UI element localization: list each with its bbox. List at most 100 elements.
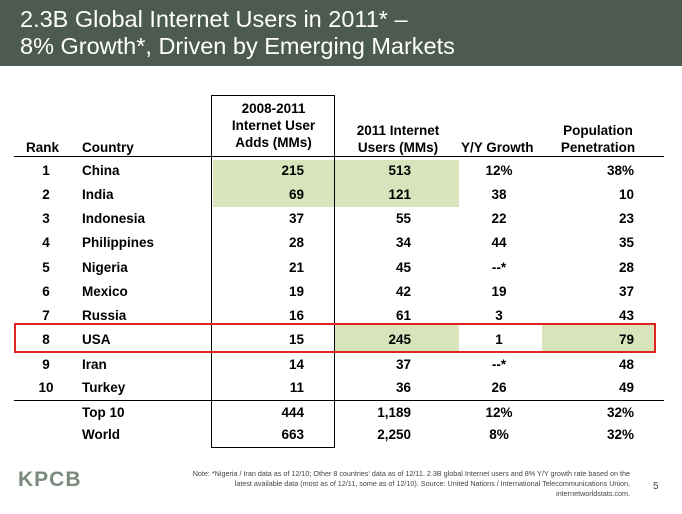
cell-adds: 28 [288,235,304,250]
cell-yoy: 12% [485,163,513,178]
header-users-line-2: Users (MMs) [357,140,439,155]
cell-penetration: 49 [618,380,634,395]
table-row: 8 USA 15 245 1 79 [0,332,682,350]
cell-rank: 9 [42,357,50,372]
adds-column-frame [211,95,335,448]
cell-penetration: 32% [606,405,634,420]
kpcb-logo: KPCB [18,468,82,491]
cell-users: 36 [395,380,411,395]
cell-rank: 7 [42,308,50,323]
usa-row-highlight-frame [14,323,656,353]
header-penetration-line-2: Penetration [560,140,636,155]
header-rank: Rank [26,140,60,155]
cell-users: 61 [395,308,411,323]
cell-users: 1,189 [377,405,411,420]
cell-adds: 215 [281,163,304,178]
cell-adds: 19 [288,284,304,299]
page-number: 5 [653,481,659,492]
cell-adds: 11 [289,380,304,395]
cell-users: 37 [395,357,411,372]
cell-yoy: 22 [491,211,507,226]
cell-yoy: --* [491,260,507,275]
highlight-china-india-adds [213,160,334,207]
cell-yoy: 1 [495,332,503,347]
slide-title-line-1: 2.3B Global Internet Users in 2011* – [20,6,408,32]
cell-users: 2,250 [377,427,411,442]
cell-yoy: 3 [495,308,503,323]
cell-yoy: 38 [491,187,507,202]
cell-country: USA [82,332,111,347]
table-row: 10 Turkey 11 36 26 49 [0,380,682,398]
cell-users: 121 [388,187,411,202]
table-row: 2 India 69 121 38 10 [0,187,682,205]
cell-users: 55 [395,211,411,226]
cell-country: Philippines [82,235,155,250]
cell-yoy: 8% [489,427,509,442]
cell-users: 513 [388,163,411,178]
header-divider [14,156,664,157]
table-row: 6 Mexico 19 42 19 37 [0,284,682,302]
header-yoy: Y/Y Growth [461,140,534,155]
header-adds-line-2: Internet User [231,118,316,133]
cell-adds: 14 [288,357,304,372]
cell-penetration: 79 [618,332,634,347]
cell-yoy: 19 [491,284,507,299]
cell-adds: 16 [288,308,304,323]
totals-row: Top 10 444 1,189 12% 32% [0,405,682,423]
cell-country: Russia [82,308,127,323]
table-row: 7 Russia 16 61 3 43 [0,308,682,326]
source-note: Note: *Nigeria / Iran data as of 12/10; … [110,469,630,499]
cell-yoy: 44 [491,235,507,250]
cell-yoy: 12% [485,405,513,420]
cell-penetration: 32% [606,427,634,442]
source-note-line-3: internetworldstats.com. [556,489,630,498]
cell-rank: 1 [42,163,50,178]
highlight-usa-users [335,325,459,351]
header-users: 2011 Internet Users (MMs) [340,122,456,156]
cell-penetration: 23 [618,211,634,226]
cell-users: 245 [388,332,411,347]
header-adds: 2008-2011 Internet User Adds (MMs) [213,100,334,151]
cell-country: Nigeria [82,260,128,275]
cell-penetration: 10 [618,187,634,202]
cell-penetration: 43 [618,308,634,323]
slide-header: 2.3B Global Internet Users in 2011* – 8%… [0,0,682,66]
cell-penetration: 28 [618,260,634,275]
source-note-line-1: Note: *Nigeria / Iran data as of 12/10; … [192,469,630,478]
slide-title-line-2: 8% Growth*, Driven by Emerging Markets [20,33,455,59]
cell-penetration: 48 [618,357,634,372]
cell-country: Indonesia [82,211,146,226]
cell-rank: 3 [42,211,50,226]
header-country: Country [82,140,134,155]
header-adds-line-1: 2008-2011 [241,101,306,116]
cell-country: Mexico [82,284,128,299]
cell-adds: 444 [281,405,304,420]
cell-rank: 10 [38,380,54,395]
cell-adds: 69 [288,187,304,202]
header-penetration-line-1: Population [563,123,633,138]
table-row: 5 Nigeria 21 45 --* 28 [0,260,682,278]
totals-divider [14,400,664,401]
cell-adds: 37 [288,211,304,226]
cell-yoy: 26 [491,380,507,395]
cell-penetration: 37 [618,284,634,299]
cell-adds: 21 [288,260,304,275]
header-penetration: Population Penetration [552,122,644,156]
cell-rank: 5 [42,260,50,275]
table-row: 9 Iran 14 37 --* 48 [0,357,682,375]
cell-users: 42 [395,284,411,299]
cell-users: 34 [395,235,411,250]
source-note-line-2: latest available data (most as of 12/11,… [234,479,630,488]
table-row: 4 Philippines 28 34 44 35 [0,235,682,253]
cell-adds: 663 [281,427,304,442]
totals-row: World 663 2,250 8% 32% [0,427,682,445]
cell-adds: 15 [288,332,304,347]
highlight-china-india-users [335,160,459,207]
highlight-usa-penetration [542,325,654,351]
cell-country: Iran [82,357,107,372]
cell-country: China [82,163,120,178]
cell-penetration: 38% [606,163,634,178]
header-users-line-1: 2011 Internet [356,123,440,138]
cell-penetration: 35 [618,235,634,250]
cell-rank: 4 [42,235,50,250]
